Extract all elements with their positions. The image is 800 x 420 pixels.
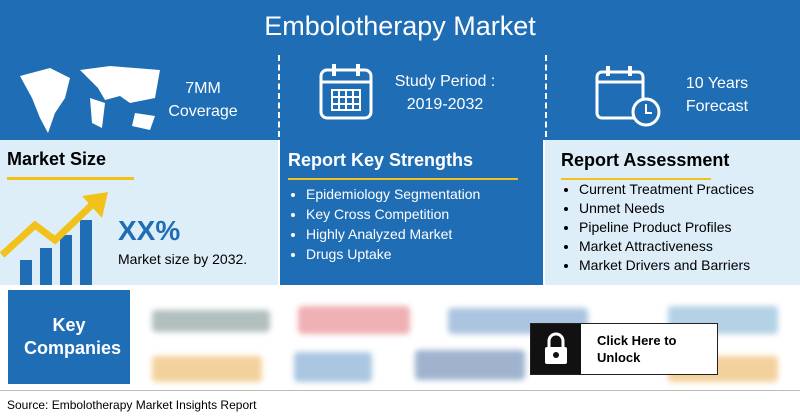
line: Study Period : [394,73,496,90]
study-period: Study Period : 2019-2032 [380,70,510,116]
blurred-logo [415,350,525,380]
separator [545,55,547,137]
list-item: Market Attractiveness [579,237,754,256]
blurred-logo [152,356,262,382]
line: 2019-2032 [406,96,484,113]
strengths-panel: Report Key Strengths Epidemiology Segmen… [280,140,543,285]
title: Embolotherapy Market [264,11,536,41]
line: 7MM [185,80,221,97]
market-size-panel: Market Size XX% Market size by 2032. [0,140,278,285]
calendar-clock-icon [595,66,661,127]
coverage: 7MM Coverage [160,77,246,123]
list-item: Drugs Uptake [306,244,480,264]
assessment-panel: Report Assessment Current Treatment Prac… [545,140,800,285]
list: Current Treatment PracticesUnmet NeedsPi… [561,180,754,275]
blurred-logo [152,310,270,332]
separator [278,55,280,137]
title-bar: Embolotherapy Market [0,0,800,50]
list-item: Highly Analyzed Market [306,224,480,244]
companies-heading: Key Companies [8,290,130,384]
source: Source: Embolotherapy Market Insights Re… [7,398,257,412]
heading: Key Companies [24,315,122,358]
heading: Report Key Strengths [288,150,474,170]
list-item: Key Cross Competition [306,204,480,224]
lock-icon [545,332,567,364]
list-item: Market Drivers and Barriers [579,256,754,275]
world-map-icon [20,66,160,133]
growth-icon [0,192,108,285]
underline [7,177,134,180]
unlock-button[interactable]: Click Here to Unlock [530,323,718,375]
lock-box [531,324,581,374]
heading: Market Size [7,149,107,169]
market-value: XX% [118,215,181,246]
line: Coverage [168,103,238,120]
list-item: Pipeline Product Profiles [579,218,754,237]
list: Epidemiology SegmentationKey Cross Compe… [288,184,480,264]
divider [0,390,800,391]
underline [288,178,518,180]
caption: Market size by 2032. [118,251,248,267]
list-item: Unmet Needs [579,199,754,218]
forecast: 10 Years Forecast [672,72,762,118]
line: 10 Years [685,75,749,92]
heading: Report Assessment [561,150,730,170]
blurred-logo [294,352,372,382]
calendar-icon [319,64,373,120]
unlock-text: Click Here to Unlock [597,333,677,365]
underline [561,178,711,180]
list-item: Current Treatment Practices [579,180,754,199]
list-item: Epidemiology Segmentation [306,184,480,204]
blurred-logo [298,306,410,334]
line: Forecast [685,98,749,115]
